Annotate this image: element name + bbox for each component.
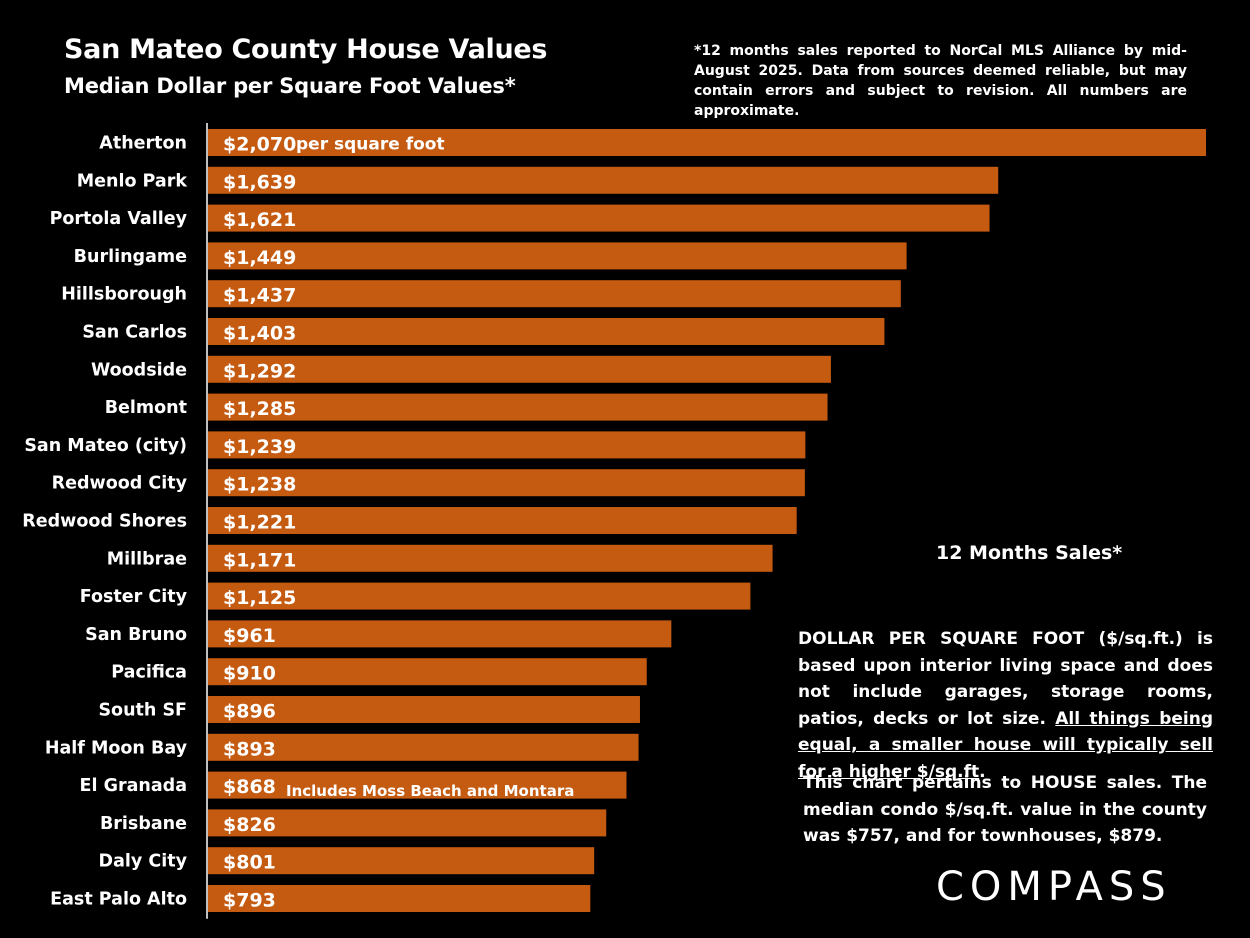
data-source-footnote: *12 months sales reported to NorCal MLS …	[694, 43, 1187, 119]
bar	[208, 166, 999, 194]
category-label: Redwood City	[52, 474, 188, 494]
bar	[208, 809, 607, 837]
bar	[208, 620, 672, 648]
category-label: East Palo Alto	[50, 890, 187, 910]
value-label: $1,621	[223, 209, 296, 231]
bar	[208, 242, 907, 270]
value-label: $868	[223, 776, 276, 798]
bar	[208, 129, 1206, 156]
category-label: San Mateo (city)	[24, 436, 187, 456]
bar	[208, 696, 640, 723]
bar	[208, 393, 828, 421]
bar	[208, 658, 647, 686]
category-label: Belmont	[105, 398, 187, 418]
value-label: $826	[223, 814, 276, 836]
value-label: $801	[223, 852, 276, 874]
category-label: Woodside	[91, 360, 187, 380]
category-label: Half Moon Bay	[45, 738, 188, 758]
value-label: $1,292	[223, 360, 296, 382]
value-label: $1,238	[223, 474, 296, 496]
chart-title: San Mateo County House Values	[64, 34, 548, 65]
category-label: Daly City	[99, 852, 188, 872]
category-label: Portola Valley	[50, 209, 188, 229]
category-label: Pacifica	[111, 663, 187, 683]
bar	[208, 280, 901, 308]
bar	[208, 204, 990, 232]
category-label: Foster City	[80, 587, 188, 607]
definition-end: .	[979, 761, 986, 782]
category-label: Burlingame	[74, 247, 187, 267]
category-label: Menlo Park	[77, 171, 188, 191]
category-label: Millbrae	[107, 549, 187, 569]
category-label: South SF	[98, 701, 187, 721]
bar	[208, 431, 806, 459]
bar	[208, 847, 595, 875]
months-sales-label: 12 Months Sales*	[936, 542, 1123, 564]
bar	[208, 507, 797, 534]
bar	[208, 733, 639, 761]
bar	[208, 582, 751, 610]
value-label: $893	[223, 738, 276, 760]
value-label: $1,221	[223, 512, 296, 534]
value-label: $1,403	[223, 323, 296, 345]
category-label: San Carlos	[82, 323, 187, 343]
bar-annotation: per square foot	[296, 135, 445, 155]
compass-logo: COMPASS	[936, 864, 1172, 910]
value-label: $910	[223, 663, 276, 685]
bar	[208, 469, 805, 497]
bar-annotation: Includes Moss Beach and Montara	[286, 782, 574, 800]
category-label: San Bruno	[85, 625, 187, 645]
category-label: El Granada	[80, 776, 187, 796]
value-label: $1,125	[223, 587, 296, 609]
definition-text: DOLLAR PER SQUARE FOOT ($/sq.ft.) is bas…	[798, 626, 1213, 785]
value-label: $896	[223, 701, 276, 723]
definition-plain: DOLLAR PER SQUARE FOOT ($/sq.ft.) is bas…	[798, 629, 1213, 729]
value-label: $1,449	[223, 247, 296, 269]
bar	[208, 318, 885, 345]
value-label: $1,437	[223, 285, 296, 307]
bar	[208, 885, 591, 912]
category-label: Brisbane	[100, 814, 187, 834]
category-label: Hillsborough	[61, 285, 187, 305]
bar	[208, 544, 773, 572]
condo-townhouse-note: This chart pertains to HOUSE sales. The …	[803, 773, 1207, 846]
value-label: $1,639	[223, 171, 296, 193]
value-label: $2,070	[223, 134, 296, 156]
value-label: $961	[223, 625, 276, 647]
value-label: $1,239	[223, 436, 296, 458]
category-label: Redwood Shores	[22, 512, 187, 532]
bar	[208, 771, 627, 799]
category-label: Atherton	[99, 134, 187, 154]
definition-underlined: All things being equal, a smaller house …	[798, 708, 1213, 782]
chart-subtitle: Median Dollar per Square Foot Values*	[64, 74, 516, 98]
value-label: $1,285	[223, 398, 296, 420]
value-label: $793	[223, 890, 276, 912]
value-label: $1,171	[223, 549, 296, 571]
bar	[208, 355, 831, 383]
